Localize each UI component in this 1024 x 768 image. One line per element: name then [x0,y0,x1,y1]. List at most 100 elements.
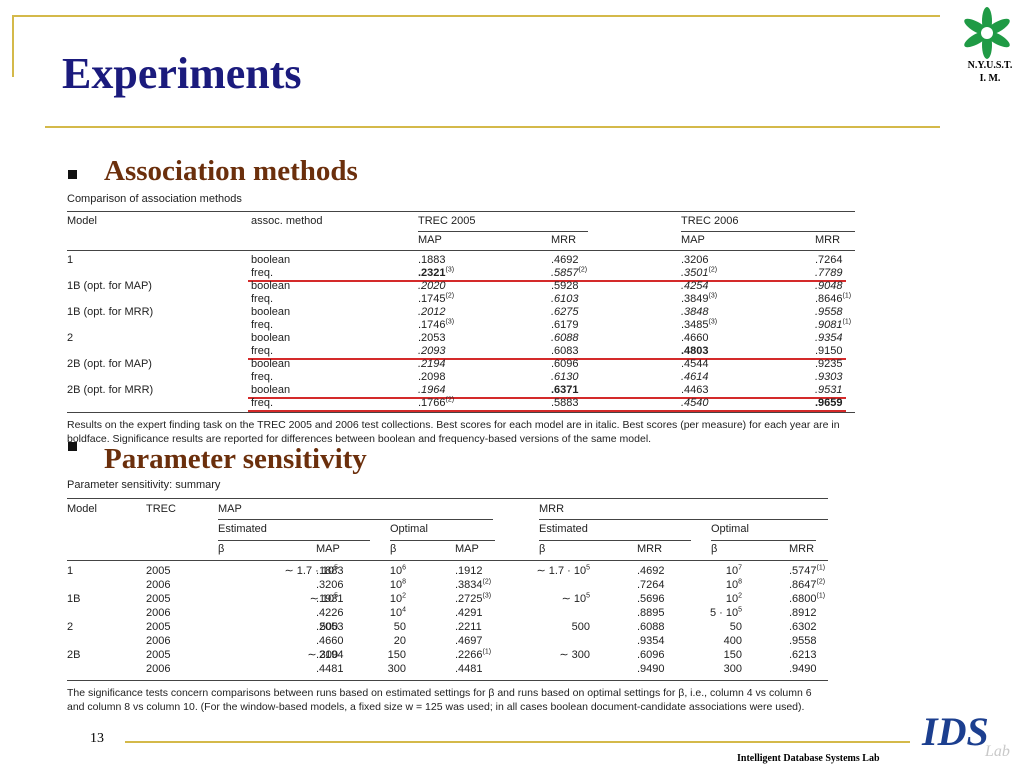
cell: 1B (opt. for MRR) [67,306,154,318]
cell: .4544 [681,358,709,370]
cell-text: .9303 [815,371,843,383]
rule [67,680,828,681]
superscript: (2) [708,266,718,274]
cell-text: .5857 [551,267,579,279]
cell-text: .2093 [418,345,446,357]
cell-text: .3485 [681,319,709,331]
cell: ∼ 300 [559,649,590,661]
cell: .1931 [316,593,344,605]
cell: 2 [67,332,74,344]
cell: 1B [67,593,81,605]
cell: 1B (opt. for MAP) [67,280,152,292]
cell: .7264 [815,254,843,266]
rule [539,519,828,520]
cell: 50 [729,621,742,633]
cell: 102 [390,592,406,606]
header: MRR [551,234,577,246]
cell-text: .6103 [551,293,579,305]
cell-text: .1766 [418,397,446,409]
lab-logo-sub: Lab [985,743,1010,760]
logo-text: I. M. [979,73,1001,84]
cell: 2006 [146,663,171,675]
superscript: 5 [586,564,590,572]
cell: 104 [390,606,406,620]
group: Estimated [539,523,588,535]
superscript: (3) [708,292,718,300]
group: Optimal [711,523,749,535]
note: Results on the expert finding task on th… [67,419,840,445]
cell: ∼ 300 [307,649,338,661]
superscript: (3) [445,266,455,274]
title: Experiments [62,49,302,98]
superscript: 8 [402,578,406,586]
cell: .6096 [637,649,665,661]
header: β [539,543,546,555]
superscript: (1) [816,592,826,600]
lab-name: Intelligent Database Systems Lab [737,753,880,764]
cell: .6083 [551,345,579,357]
cell-text: .6275 [551,306,579,318]
cell: .4697 [455,635,483,647]
rule [248,358,846,360]
superscript: 5 [334,592,338,600]
cell: 500 [571,621,590,633]
cell: 2006 [146,607,171,619]
cell-text: .2321 [418,267,446,279]
cell: .9490 [789,663,817,675]
cell: 107 [726,564,742,578]
cell-text: 10 [389,579,403,591]
cell-text: .2012 [418,306,446,318]
cell: 2006 [146,635,171,647]
cell: .6213 [789,649,817,661]
rule [248,397,846,399]
cell: boolean [251,358,291,370]
rule [12,15,940,17]
cell: .8646(1) [815,292,851,306]
cell-text: ∼ 1.7 · 10 [536,565,587,577]
group: MAP [218,503,242,515]
cell: .3485(3) [681,318,717,332]
cell: .7264 [637,579,665,591]
cell: .3501(2) [681,266,718,280]
superscript: 7 [738,564,742,572]
header: MAP [316,543,340,555]
cell-text: 10 [725,593,739,605]
header: β [390,543,397,555]
bullet [68,442,77,451]
cell: .2194 [418,358,446,371]
cell: .3834(2) [455,578,492,592]
cell: .2321(3) [418,266,455,280]
rule [67,211,855,212]
cell: .6096 [551,358,579,370]
cell: 2006 [146,579,171,591]
cell-text: .6800 [789,593,817,605]
rule [248,280,846,282]
superscript: (1) [842,318,852,326]
cell: 2 [67,621,74,633]
cell: .3848 [681,306,709,319]
cell-text: .4614 [681,371,709,383]
cell: .2266(1) [455,648,491,662]
superscript: (3) [482,592,492,600]
rule [218,540,370,541]
cell: 300 [723,663,742,675]
cell: .2053 [316,621,344,633]
header: MRR [637,543,663,555]
cell-text: .6371 [551,384,579,396]
cell: .1883 [316,565,344,577]
cell: .2012 [418,306,446,319]
cell: .6800(1) [789,592,826,606]
cell: .4660 [681,332,709,344]
cell-text: ∼ 10 [309,593,335,605]
superscript: (2) [482,578,492,586]
header: MAP [455,543,479,555]
cell-text: .9081 [815,319,843,331]
cell: 2B [67,649,81,661]
cell: .2020 [418,280,446,293]
cell-text: .1745 [418,293,446,305]
cell-text: .2194 [418,358,446,370]
superscript: (2) [816,578,826,586]
cell: .8912 [789,607,817,619]
cell: .1883 [418,254,446,266]
cell: 102 [725,592,742,606]
